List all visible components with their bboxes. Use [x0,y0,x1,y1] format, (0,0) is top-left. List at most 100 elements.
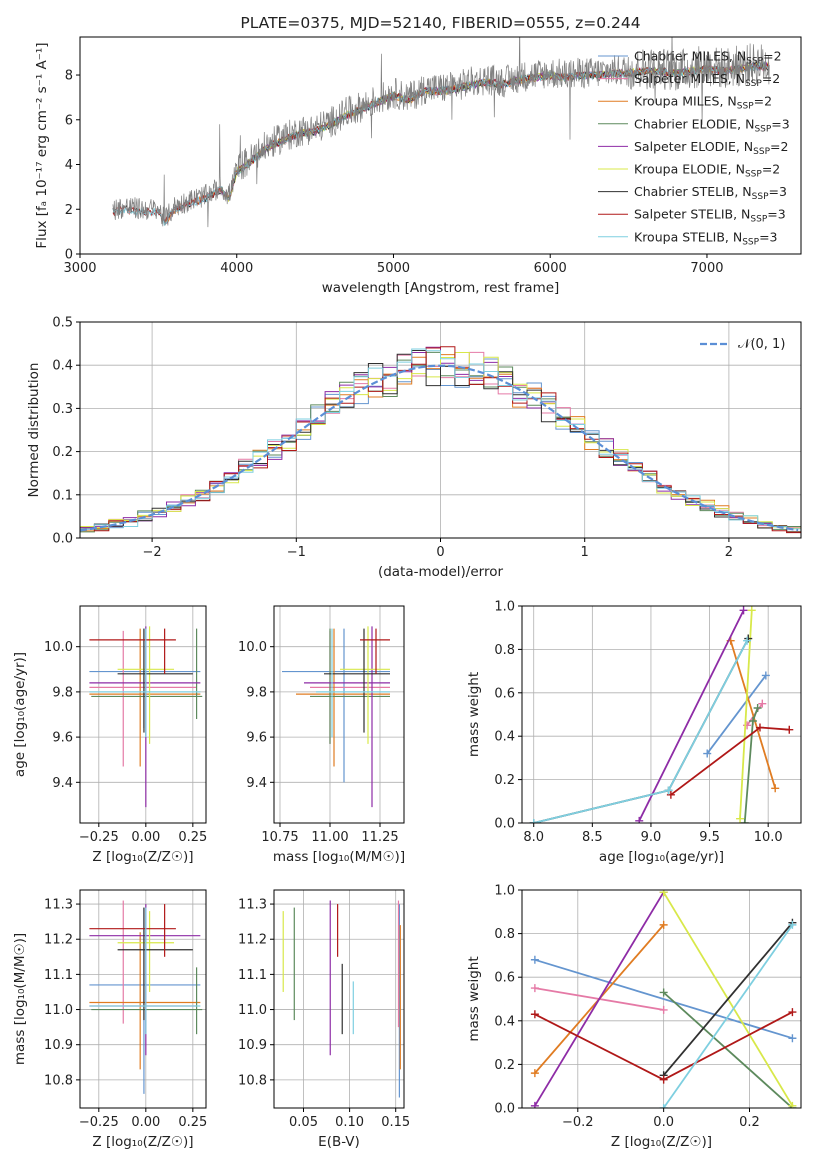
plot-area [112,37,770,228]
y-tick-label: 0.0 [52,532,73,547]
x-tick-label: 8.5 [582,830,603,845]
weight-marker [530,955,539,964]
x-tick-label: −1 [287,545,306,560]
panel-8: −0.2 0.0 0.2 0.0 0.2 0.4 0.6 0.8 1.0 Z [log₁₀(Z/Z… [466,884,802,1150]
weight-series-3 [726,636,780,793]
x-tick-label: 9.5 [699,830,720,845]
weight-marker [659,920,668,929]
weight-series-5 [530,890,668,1108]
weight-marker [740,819,749,823]
weight-line [662,924,794,1108]
error-bar-point [316,628,390,738]
error-bar-point [117,628,193,733]
x-tick-label: 5000 [377,261,410,276]
error-bar-point [89,628,176,674]
error-bar-point [89,626,201,808]
plot-area [80,322,801,538]
weight-marker [739,606,748,615]
y-tick-label: 10.0 [44,640,73,655]
y-tick-label: 10.8 [238,1073,267,1088]
x-tick-label: 0.00 [131,1115,160,1130]
y-tick-label: 1.0 [494,600,515,615]
plot-area [274,890,404,1108]
weight-marker [743,636,752,645]
y-tick-label: 11.3 [238,898,267,913]
weight-line [662,922,794,1076]
weight-marker [788,920,797,929]
x-tick-label: 0.25 [178,1115,207,1130]
weight-series-8 [666,723,794,799]
x-axis-label: Z [log₁₀(Z/Z☉)] [92,1134,193,1150]
weight-marker [703,749,712,758]
x-tick-label: 11.25 [361,830,398,845]
weight-line [534,958,793,1040]
y-tick-label: 9.8 [52,685,73,700]
error-bar-point [360,628,390,674]
y-axis-label: age [log₁₀(age/yr)] [12,652,28,777]
weight-marker [635,816,644,823]
y-tick-label: 4 [65,158,73,173]
y-tick-label: 6 [65,113,73,128]
weight-marker [761,671,770,680]
x-tick-label: 0.25 [178,830,207,845]
y-axis-label: Normed distribution [26,363,42,498]
x-tick-label: 0.10 [335,1115,364,1130]
x-tick-label: 0 [436,545,444,560]
x-tick-label: −0.2 [562,1115,594,1130]
error-bar-point [89,628,201,738]
weight-line [638,609,745,822]
y-tick-label: 11.0 [238,1003,267,1018]
weight-line [534,891,665,1107]
weight-series-4 [740,703,762,823]
panel-2: −2 −1 0 1 2 0.0 0.1 0.2 0.3 0.4 0.5 (data-model)/er… [26,316,802,580]
x-tick-label: 0.00 [131,830,160,845]
weight-marker [659,890,668,897]
x-axis-label: wavelength [Angstrom, rest frame] [322,280,560,296]
x-tick-label: 0.15 [381,1115,410,1130]
x-tick-label: 0.2 [739,1115,760,1130]
x-tick-label: 0.05 [289,1115,318,1130]
weight-marker [736,814,745,823]
weight-series-1 [530,955,797,1043]
axes-frame [273,889,405,1109]
y-tick-label: 0.8 [494,927,515,942]
y-tick-label: 0.5 [52,316,73,331]
x-axis-label: Z [log₁₀(Z/Z☉)] [92,849,193,865]
axes-frame [273,605,405,824]
x-tick-label: −0.25 [79,1115,119,1130]
x-tick-label: 10.75 [261,830,298,845]
weight-line [662,991,794,1108]
residual-histogram-8 [80,346,801,534]
error-bar-point [89,900,197,1024]
y-tick-label: 11.1 [44,968,73,983]
error-bar-point [89,628,201,729]
weight-marker [771,784,780,793]
weight-marker [530,984,539,993]
error-bar-point [340,626,390,744]
y-tick-label: 0.1 [52,488,73,503]
weight-marker [530,1010,539,1019]
weight-marker [788,1034,797,1043]
y-tick-label: 0.0 [494,1102,515,1117]
weight-line [729,640,777,789]
y-tick-label: 9.4 [52,776,73,791]
weight-marker [530,1069,539,1078]
x-tick-label: −2 [143,545,162,560]
weight-marker [529,819,538,823]
error-bar-point [282,628,390,783]
legend: Chabrier MILES, NSSP=2 Salpeter MILES, NS… [598,49,790,247]
weight-line [739,610,753,819]
weight-marker [748,717,757,726]
weight-marker [753,703,762,712]
y-tick-label: 9.6 [246,731,267,746]
weight-series-7 [659,918,797,1080]
weight-series-6 [736,606,756,823]
error-bar-point [304,626,390,808]
normal-reference-curve [80,364,799,532]
weight-series-7 [529,634,753,823]
y-tick-label: 11.3 [44,898,73,913]
error-bar-point [310,628,390,744]
x-axis-label: age [log₁₀(age/yr)] [599,849,724,865]
error-bar-point [89,630,197,767]
y-tick-label: 0.4 [494,1014,515,1029]
